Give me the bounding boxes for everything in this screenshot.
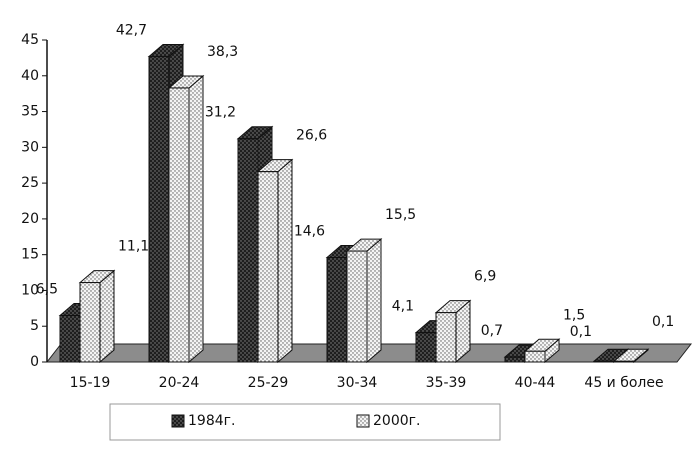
- bar: [237, 138, 259, 363]
- y-tick-label: 30: [21, 139, 39, 155]
- y-tick-label: 15: [21, 247, 39, 263]
- bar-side: [366, 238, 382, 364]
- y-tick-label: 10: [21, 282, 39, 298]
- legend-swatch: [171, 414, 185, 428]
- x-tick-label: 20-24: [159, 375, 200, 391]
- y-tick-label: 0: [30, 354, 39, 370]
- bar: [504, 356, 526, 363]
- legend-box: [109, 403, 501, 441]
- bar: [148, 55, 170, 363]
- value-label: 26,6: [296, 128, 327, 144]
- x-tick-label: 40-44: [515, 375, 556, 391]
- value-label: 1,5: [563, 307, 585, 323]
- value-label: 42,7: [116, 22, 147, 38]
- bar: [59, 314, 81, 363]
- value-label: 15,5: [385, 207, 416, 223]
- x-tick-label: 45 и более: [584, 375, 663, 391]
- x-tick-label: 15-19: [70, 375, 111, 391]
- value-label: 31,2: [205, 105, 236, 121]
- value-label: 4,1: [392, 299, 414, 315]
- legend-label: 2000г.: [373, 413, 420, 429]
- value-label: 14,6: [294, 224, 325, 240]
- bar: [415, 332, 437, 363]
- y-tick-label: 25: [21, 175, 39, 191]
- x-tick-label: 30-34: [337, 375, 378, 391]
- bar: [524, 350, 546, 363]
- y-tick-label: 20: [21, 211, 39, 227]
- value-label: 6,5: [36, 281, 58, 297]
- bar: [593, 360, 615, 363]
- value-label: 0,1: [652, 314, 674, 330]
- x-tick-label: 25-29: [248, 375, 289, 391]
- x-tick-label: 35-39: [426, 375, 467, 391]
- value-label: 6,9: [474, 269, 496, 285]
- y-tick-label: 45: [21, 32, 39, 48]
- bar: [326, 257, 348, 363]
- bar: [613, 360, 635, 363]
- legend-label: 1984г.: [188, 413, 235, 429]
- value-label: 11,1: [118, 239, 149, 255]
- bar: [168, 87, 190, 363]
- bar-side: [99, 269, 115, 364]
- value-label: 38,3: [207, 44, 238, 60]
- value-label: 0,7: [481, 323, 503, 339]
- bar: [79, 282, 101, 363]
- y-tick-label: 40: [21, 68, 39, 84]
- bar: [435, 312, 457, 363]
- bar: [346, 250, 368, 363]
- bar-side: [277, 158, 293, 364]
- y-tick-label: 5: [30, 318, 39, 334]
- y-tick-label: 35: [21, 104, 39, 120]
- value-label: 0,1: [570, 324, 592, 340]
- bar: [257, 171, 279, 363]
- legend-swatch: [356, 414, 370, 428]
- bar-side: [188, 74, 204, 364]
